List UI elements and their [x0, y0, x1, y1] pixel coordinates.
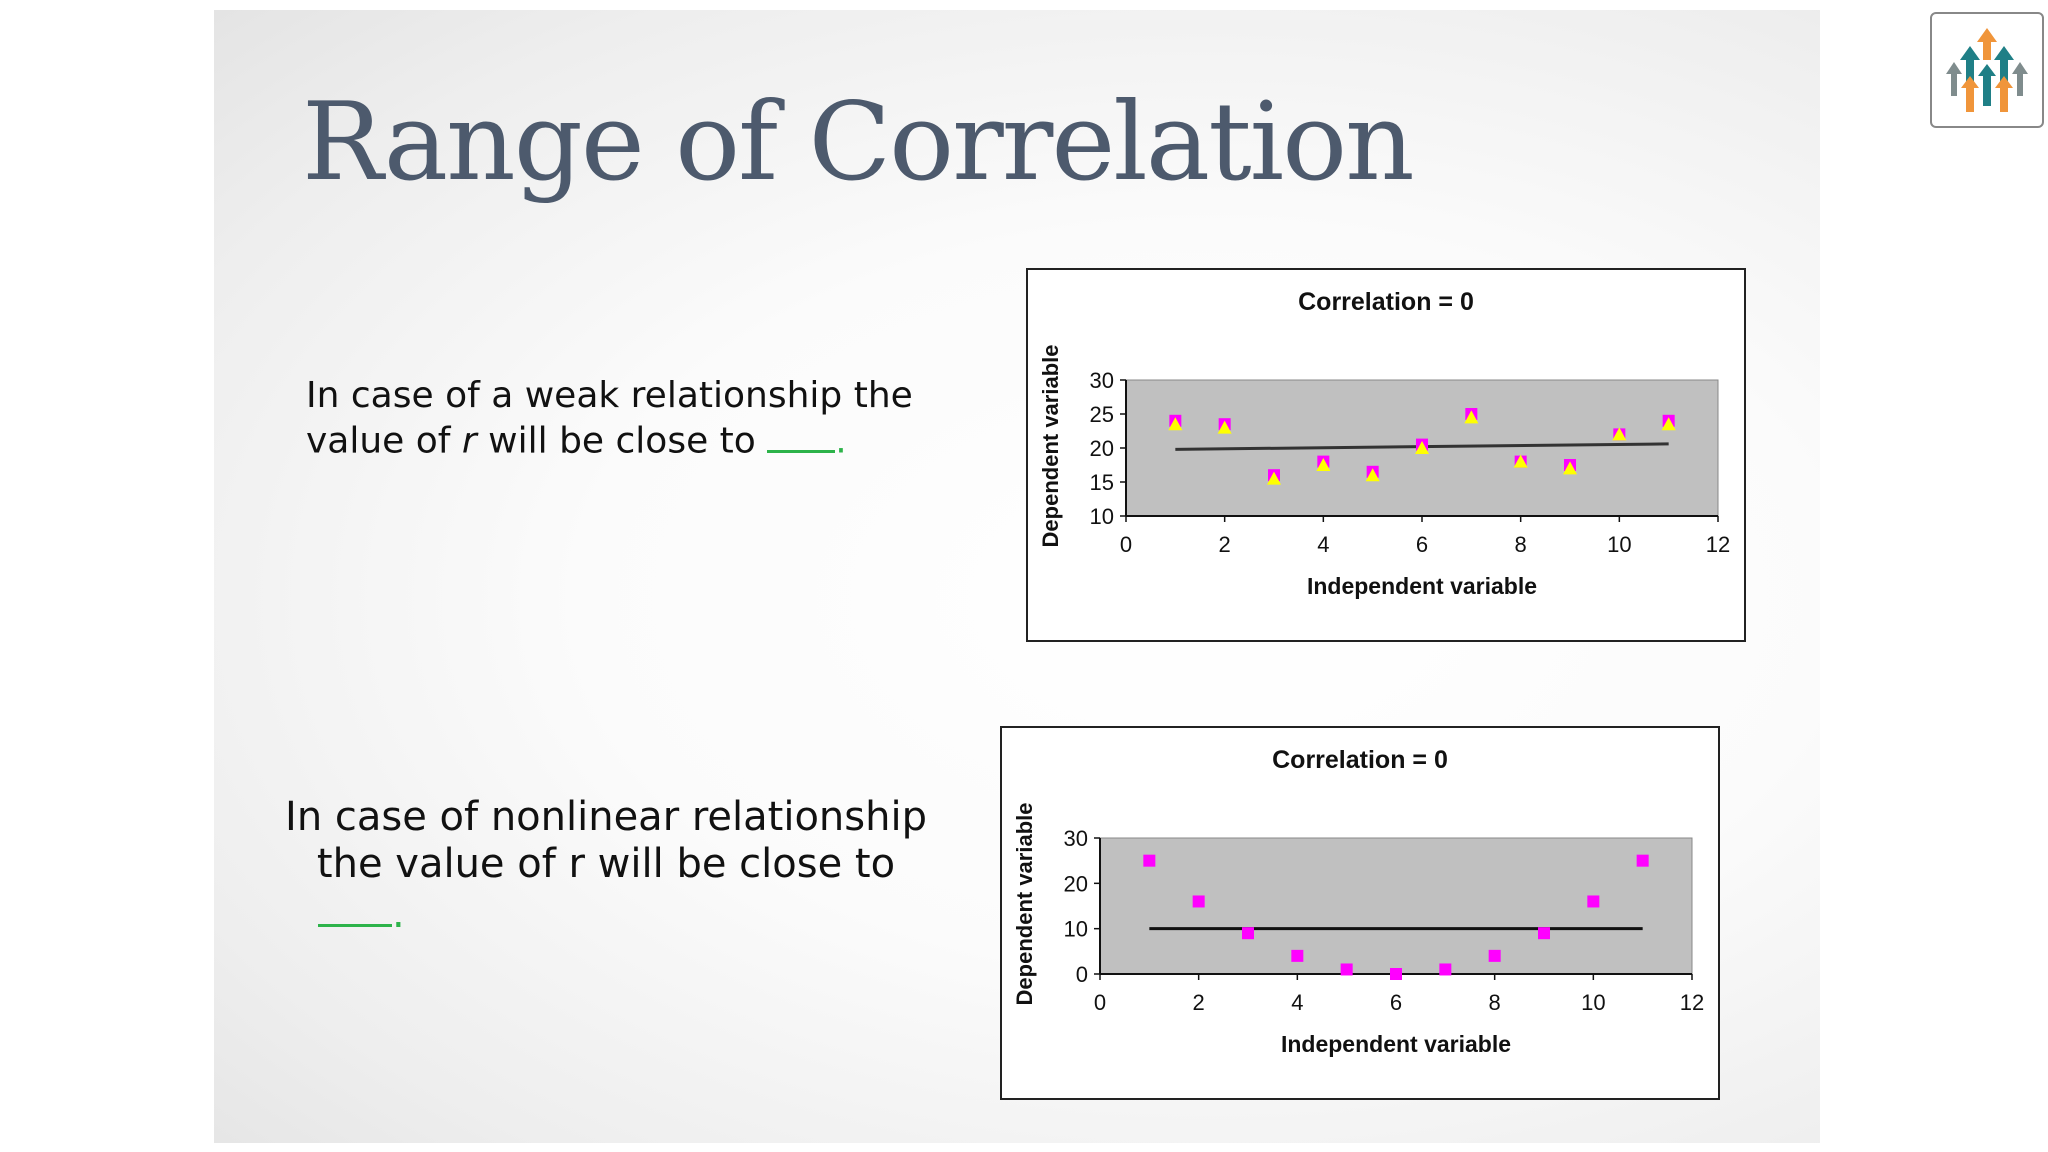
- x-tick-label: 4: [1291, 990, 1303, 1015]
- chart-weak-correlation: Correlation = 0 10 15 20 25 30 0 2 4 6 8 10 12 Indepe…: [1026, 268, 1746, 642]
- company-logo: [1930, 12, 2044, 128]
- y-tick-label: 30: [1064, 826, 1088, 851]
- x-tick-label: 4: [1317, 532, 1329, 557]
- x-tick-label: 0: [1120, 532, 1132, 557]
- data-point-triangle: [1513, 454, 1528, 468]
- data-point-triangle: [1267, 471, 1281, 485]
- data-point-square: [1587, 895, 1600, 908]
- x-tick-label: 0: [1094, 990, 1106, 1015]
- weak-relationship-text: In case of a weak relationship the value…: [306, 374, 913, 463]
- data-point-triangle: [1612, 427, 1627, 441]
- data-point-triangle: [1168, 417, 1183, 431]
- chart-weak-correlation-svg: Correlation = 0 10 15 20 25 30 0 2 4 6 8 10 12 Indepe…: [1038, 288, 1730, 599]
- chart-nonlinear-correlation-svg: Correlation = 0 0 10 20 30 0 2 4 6 8 10 12 Independe…: [1012, 746, 1704, 1057]
- x-tick-label: 12: [1680, 990, 1704, 1015]
- period: .: [835, 420, 847, 462]
- x-tick-label: 10: [1607, 532, 1631, 557]
- y-tick-label: 30: [1090, 368, 1114, 393]
- y-tick-label: 0: [1076, 962, 1088, 987]
- data-point-square: [1538, 927, 1550, 940]
- data-point-square: [1390, 968, 1402, 980]
- close-to-label: will be close to: [476, 420, 768, 462]
- weak-relationship-line-2: value of r will be close to .: [306, 417, 913, 463]
- data-point-triangle: [1415, 441, 1429, 454]
- x-tick-label: 8: [1489, 990, 1501, 1015]
- chart-title: Correlation = 0: [1298, 288, 1474, 316]
- data-point-triangle: [1661, 417, 1676, 431]
- y-tick-label: 20: [1064, 871, 1088, 896]
- chart-title: Correlation = 0: [1272, 746, 1448, 774]
- arrows-up-logo-icon: [1946, 28, 2028, 112]
- nonlinear-line-2: the value of r will be close to: [316, 841, 896, 888]
- x-tick-label: 8: [1515, 532, 1527, 557]
- x-tick-label: 12: [1706, 532, 1730, 557]
- answer-blank: [318, 888, 392, 928]
- data-point-square: [1291, 949, 1304, 962]
- y-axis-label: Dependent variable: [1038, 345, 1063, 548]
- chart-nonlinear-correlation: Correlation = 0 0 10 20 30 0 2 4 6 8 10 12 Independe…: [1000, 726, 1720, 1100]
- weak-relationship-line-1: In case of a weak relationship the: [306, 375, 913, 416]
- x-axis-label: Independent variable: [1307, 573, 1537, 599]
- data-point-triangle: [1464, 410, 1479, 424]
- answer-blank: [767, 417, 836, 453]
- data-point-square: [1143, 854, 1156, 867]
- data-point-square: [1636, 854, 1649, 867]
- data-point-square: [1192, 895, 1205, 908]
- x-tick-label: 2: [1193, 990, 1205, 1015]
- nonlinear-line-1: In case of nonlinear relationship: [285, 794, 927, 840]
- y-tick-label: 20: [1090, 436, 1114, 461]
- y-tick-label: 25: [1090, 402, 1114, 427]
- data-point-square: [1488, 949, 1501, 962]
- y-tick-label: 10: [1090, 504, 1114, 529]
- y-tick-label: 15: [1090, 470, 1114, 495]
- y-axis-label: Dependent variable: [1012, 803, 1037, 1006]
- x-tick-label: 6: [1416, 532, 1428, 557]
- data-point-square: [1439, 963, 1452, 976]
- plot-area: [1099, 837, 1693, 975]
- data-point-triangle: [1563, 461, 1577, 475]
- nonlinear-relationship-text: In case of nonlinear relationship the va…: [276, 794, 936, 939]
- x-axis-label: Independent variable: [1281, 1031, 1511, 1057]
- data-point-square: [1242, 927, 1254, 940]
- data-point-triangle: [1365, 468, 1380, 482]
- period: .: [392, 891, 405, 938]
- value-of-label: value of: [306, 420, 462, 462]
- x-tick-label: 6: [1390, 990, 1402, 1015]
- nonlinear-line-3: .: [276, 888, 936, 938]
- data-point-square: [1340, 963, 1353, 976]
- x-tick-label: 2: [1219, 532, 1231, 557]
- slide-title: Range of Correlation: [302, 80, 1415, 205]
- data-point-triangle: [1316, 458, 1331, 471]
- x-tick-label: 10: [1581, 990, 1605, 1015]
- r-symbol: r: [461, 420, 477, 462]
- data-point-triangle: [1217, 420, 1232, 434]
- y-tick-label: 10: [1064, 917, 1088, 942]
